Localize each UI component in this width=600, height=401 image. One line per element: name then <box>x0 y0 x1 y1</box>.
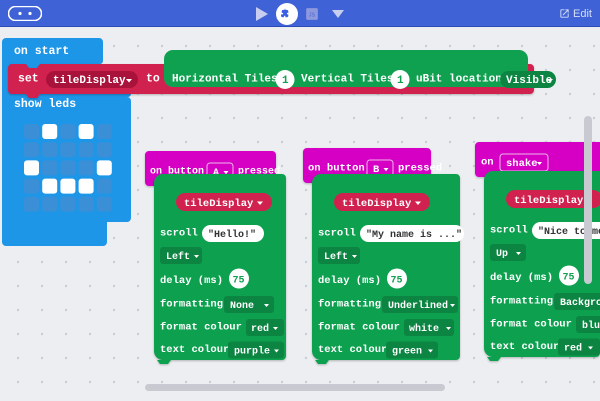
svg-text:green: green <box>392 347 422 358</box>
svg-text:None: None <box>230 301 254 312</box>
svg-text:delay (ms): delay (ms) <box>490 272 553 284</box>
svg-text:format colour: format colour <box>160 322 242 334</box>
svg-text:Up: Up <box>496 249 508 260</box>
svg-text:Vertical Tiles:: Vertical Tiles: <box>301 74 400 86</box>
svg-text:to: to <box>146 73 160 86</box>
svg-text:formatting: formatting <box>490 296 553 308</box>
svg-text:white: white <box>409 323 439 335</box>
svg-text:"Hello!": "Hello!" <box>208 229 256 241</box>
svg-text:delay (ms): delay (ms) <box>160 275 223 287</box>
svg-text:formatting: formatting <box>160 299 223 311</box>
svg-text:format colour: format colour <box>318 322 400 334</box>
svg-text:"My name is ...": "My name is ..." <box>366 229 462 241</box>
svg-text:format colour: format colour <box>490 319 572 331</box>
svg-text:scroll: scroll <box>318 228 356 240</box>
svg-text:set: set <box>18 73 39 86</box>
svg-text:Left: Left <box>324 251 348 263</box>
svg-text:tileDisplay: tileDisplay <box>184 198 254 210</box>
svg-text:Left: Left <box>166 251 190 263</box>
svg-text:text colour: text colour <box>318 344 387 356</box>
svg-text:Backgro: Backgro <box>560 297 600 309</box>
svg-text:tileDisplay: tileDisplay <box>514 195 584 207</box>
svg-text:tileDisplay: tileDisplay <box>53 75 126 87</box>
svg-text:1: 1 <box>282 75 289 87</box>
svg-text:pressed: pressed <box>398 163 442 175</box>
svg-text:Horizontal Tiles:: Horizontal Tiles: <box>172 74 284 86</box>
svg-text:purple: purple <box>234 346 270 358</box>
svg-text:Visible: Visible <box>506 75 553 87</box>
svg-text:tileDisplay: tileDisplay <box>342 198 412 210</box>
svg-text:delay (ms): delay (ms) <box>318 275 381 287</box>
svg-text:red: red <box>251 323 269 335</box>
svg-text:on: on <box>481 157 494 169</box>
svg-text:show leds: show leds <box>14 98 76 111</box>
svg-text:JS: JS <box>309 12 316 18</box>
svg-text:formatting: formatting <box>318 299 381 311</box>
svg-text:blue: blue <box>582 320 600 332</box>
svg-text:red: red <box>564 343 582 355</box>
svg-text:75: 75 <box>233 276 245 287</box>
svg-text:scroll: scroll <box>490 225 528 237</box>
svg-text:text colour: text colour <box>490 341 559 353</box>
svg-text:75: 75 <box>563 273 575 284</box>
svg-text:on start: on start <box>14 45 69 58</box>
svg-text:uBit location:: uBit location: <box>416 74 508 86</box>
svg-text:1: 1 <box>397 75 404 87</box>
svg-text:Underlined: Underlined <box>388 300 448 312</box>
svg-text:on button: on button <box>308 163 365 175</box>
svg-text:text colour: text colour <box>160 344 229 356</box>
svg-text:scroll: scroll <box>160 228 198 240</box>
svg-text:shake: shake <box>506 158 538 170</box>
svg-text:75: 75 <box>391 276 403 287</box>
